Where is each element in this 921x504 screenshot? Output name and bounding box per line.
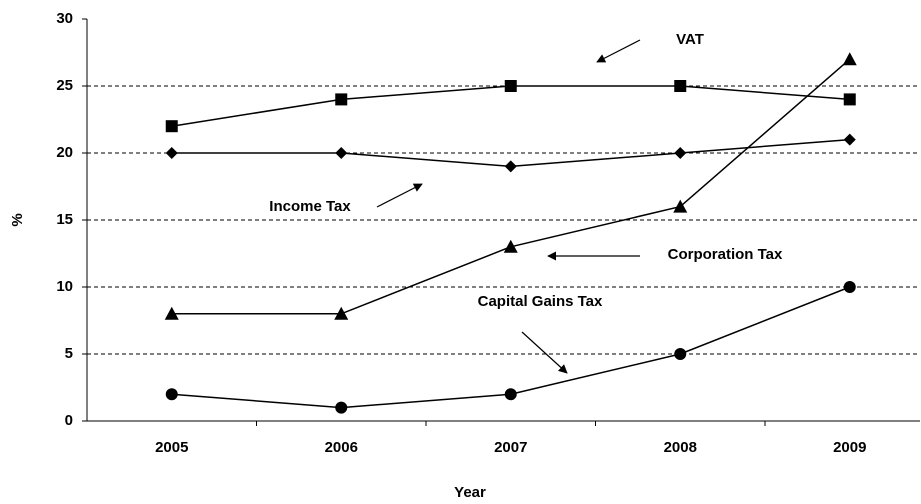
capital-gains-arrow [521,331,568,374]
series-line [171,58,851,315]
y-tick-label: 15 [56,211,73,228]
x-tick-label: 2008 [664,439,697,456]
y-tick-label: 20 [56,144,73,161]
x-tick-label: 2007 [494,439,527,456]
marker [164,306,179,320]
y-tick-label: 5 [65,345,73,362]
annotation: Corporation Tax [668,246,783,263]
marker [843,281,856,293]
marker [842,52,857,66]
series-line [171,85,850,127]
marker [335,93,348,106]
marker [335,147,348,159]
vat-arrow [596,39,641,63]
y-tick-label: 30 [56,10,73,27]
income-tax-arrow [376,183,423,208]
y-tick-label: 10 [56,278,73,295]
y-axis-label: % [9,213,26,226]
annotation: Income Tax [269,198,351,215]
marker [843,93,856,106]
marker [674,147,687,159]
marker [335,401,348,414]
x-tick-label: 2006 [325,439,358,456]
marker [165,388,178,401]
x-axis-label: Year [454,484,486,501]
marker [843,133,856,146]
marker [674,348,687,360]
marker [165,147,178,159]
y-tick-label: 25 [56,77,73,94]
x-tick-label: 2005 [155,439,188,456]
marker [504,388,517,401]
marker [673,199,688,213]
marker [165,120,178,133]
marker [334,306,349,320]
annotation: VAT [676,31,704,48]
annotation: Capital Gains Tax [478,293,603,310]
marker [503,239,518,253]
marker [504,80,517,92]
y-tick-label: 0 [65,412,73,429]
marker [504,160,517,173]
x-tick-label: 2009 [833,439,866,456]
marker [674,80,687,92]
